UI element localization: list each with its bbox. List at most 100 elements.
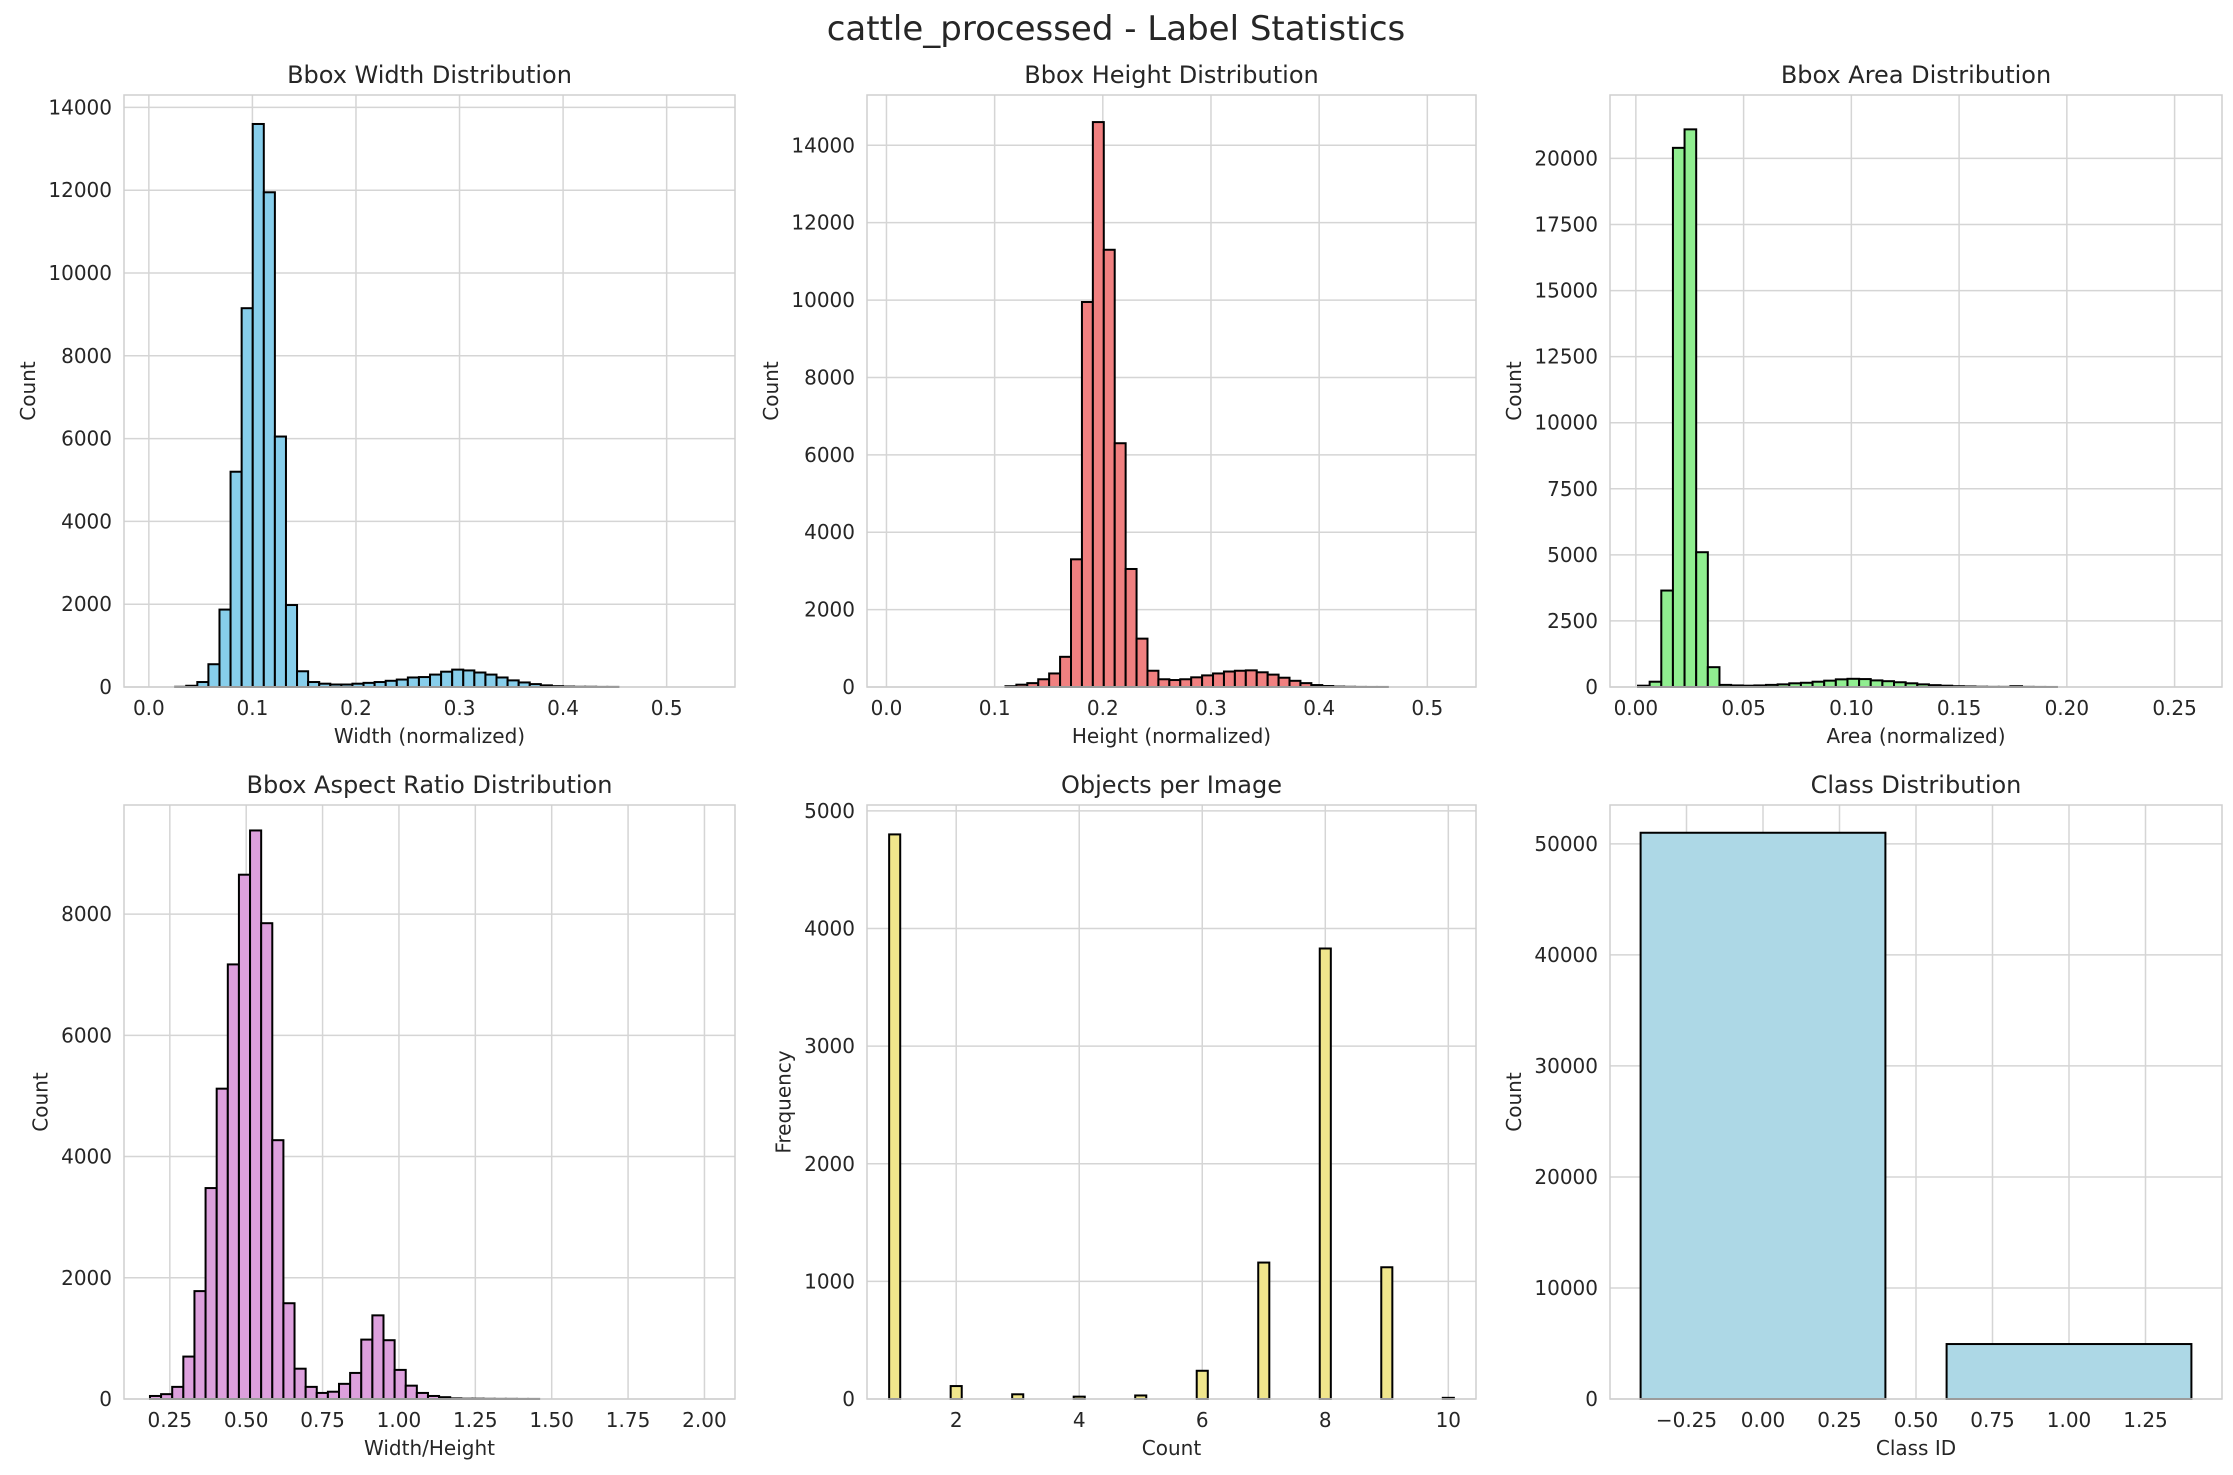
bar [229, 470, 243, 688]
y-tick-label: 4000 [804, 520, 855, 544]
bar [1695, 551, 1709, 689]
x-tick-label: 0.5 [651, 696, 683, 720]
y-tick-label: 17500 [1534, 213, 1598, 237]
bar [171, 1385, 185, 1401]
bar [260, 922, 274, 1400]
bar-group [1639, 831, 2193, 1401]
chart-panel-4: 0.25 0.50 0.75 1.00 1.25 1.50 1.75 2.00 0 2000 400… [29, 771, 736, 1460]
y-tick-label: 7500 [1547, 477, 1598, 501]
bar [215, 1087, 229, 1400]
bar [495, 676, 509, 689]
chart-title: Bbox Width Distribution [287, 61, 572, 89]
bar [1201, 674, 1215, 688]
y-tick-label: 4000 [804, 917, 855, 941]
bar [1257, 1261, 1271, 1400]
x-tick-label: 0.20 [2045, 696, 2090, 720]
bar [1945, 1343, 2193, 1401]
bar [1380, 1266, 1394, 1400]
bar [888, 833, 902, 1400]
chart-panel-1: 0.0 0.1 0.2 0.3 0.4 0.5 0 2000 4000 6000 8000 10000… [16, 61, 736, 748]
bar [349, 1371, 363, 1401]
y-tick-label: 2000 [804, 1152, 855, 1176]
y-tick-label: 14000 [791, 133, 855, 157]
bar [406, 676, 420, 689]
bar [1102, 248, 1116, 688]
x-axis-label: Width/Height [364, 1436, 495, 1460]
x-tick-label: 0.2 [340, 696, 372, 720]
y-tick-label: 14000 [48, 95, 112, 119]
x-tick-label: 0.3 [1195, 696, 1227, 720]
figure-suptitle: cattle_processed - Label Statistics [827, 9, 1406, 49]
bar [1146, 669, 1160, 689]
bar [284, 604, 299, 688]
bar-group [1637, 128, 2058, 689]
x-axis-label: Area (normalized) [1826, 724, 2005, 748]
bar [1059, 655, 1073, 688]
bar [360, 1338, 374, 1400]
chart-title: Bbox Area Distribution [1781, 61, 2051, 89]
bar-group [148, 829, 541, 1401]
x-tick-label: 0.1 [237, 696, 269, 720]
axes-frame [1609, 804, 2223, 1400]
bar [429, 673, 443, 689]
x-tick-label: −0.25 [1656, 1408, 1717, 1432]
bar [382, 1339, 396, 1401]
chart-title: Objects per Image [1061, 771, 1282, 799]
bar [1834, 678, 1849, 688]
x-tick-label: 0.75 [1970, 1408, 2015, 1432]
bar [1244, 669, 1258, 689]
bar-group [888, 833, 1455, 1401]
bar [1869, 679, 1884, 689]
bar [182, 1355, 196, 1400]
x-tick-label: 0.25 [2152, 696, 2197, 720]
y-tick-label: 0 [99, 1387, 112, 1411]
bar [1648, 680, 1663, 689]
bar [462, 669, 476, 688]
x-tick-label: 0.3 [444, 696, 476, 720]
x-tick-label: 4 [1073, 1408, 1086, 1432]
y-axis-label: Frequency [772, 1050, 796, 1153]
x-tick-label: 1.00 [377, 1408, 422, 1432]
bar [1222, 670, 1236, 689]
bar-group [1004, 121, 1389, 689]
axes-frame [123, 804, 736, 1400]
bar [1124, 567, 1138, 689]
x-tick-label: 0.2 [1087, 696, 1119, 720]
y-tick-label: 10000 [1534, 411, 1598, 435]
y-tick-label: 12000 [48, 178, 112, 202]
x-tick-label: 1.25 [2123, 1408, 2168, 1432]
bar [1288, 679, 1302, 688]
bar [393, 1368, 407, 1401]
bar [1091, 121, 1105, 689]
y-tick-label: 3000 [804, 1034, 855, 1058]
bar [1048, 672, 1062, 689]
bar [1858, 678, 1872, 688]
y-tick-label: 10000 [1534, 1276, 1598, 1300]
y-tick-label: 0 [99, 675, 112, 699]
axes-frame [866, 94, 1477, 688]
bar [1811, 680, 1826, 689]
bar [1157, 678, 1171, 688]
chart-panel-2: 0.0 0.1 0.2 0.3 0.4 0.5 0 2000 4000 6000 8000 10000… [759, 61, 1477, 748]
bar [1113, 442, 1127, 688]
bar [304, 1385, 318, 1401]
y-tick-label: 40000 [1534, 943, 1598, 967]
bar [440, 670, 454, 688]
x-axis-label: Width (normalized) [334, 724, 525, 748]
bar [451, 668, 465, 689]
bar [1706, 666, 1721, 689]
x-tick-label: 0.4 [1303, 696, 1335, 720]
bar [1070, 558, 1083, 688]
y-tick-label: 6000 [61, 427, 112, 451]
bar [506, 679, 520, 688]
bar [473, 671, 487, 689]
bar [1823, 679, 1837, 689]
bar [1179, 678, 1193, 688]
x-tick-label: 0.50 [224, 1408, 269, 1432]
x-tick-label: 0.05 [1721, 696, 1766, 720]
bar [1639, 831, 1887, 1400]
axes-frame [866, 804, 1477, 1400]
bar [226, 963, 240, 1400]
y-axis-label: Count [16, 361, 40, 421]
bar [249, 829, 263, 1400]
